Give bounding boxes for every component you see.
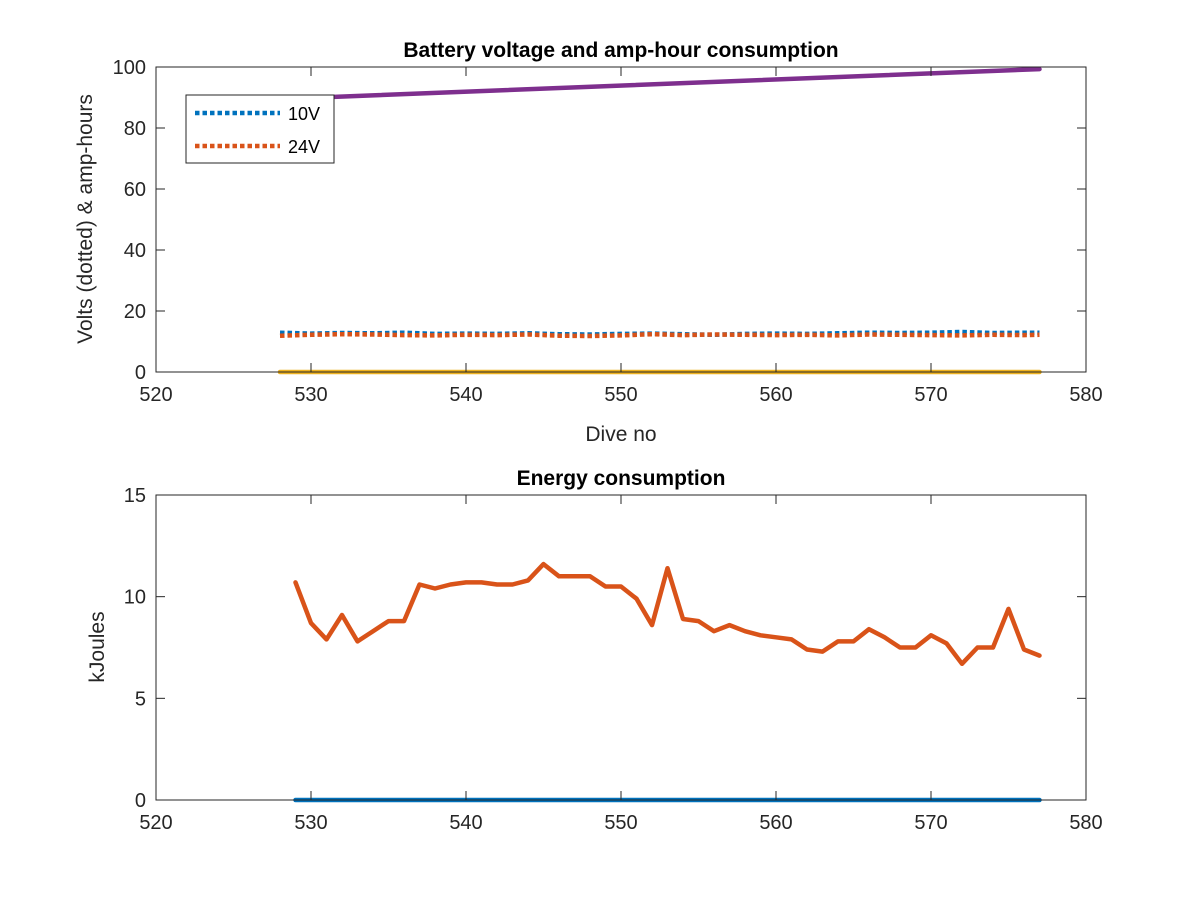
energy-y-tick-label: 15: [124, 485, 146, 507]
energy-x-tick-label: 560: [759, 812, 792, 834]
battery-chart-title: Battery voltage and amp-hour consumption: [403, 39, 838, 62]
battery-x-tick-label: 560: [759, 384, 792, 406]
energy-x-tick-label: 580: [1069, 812, 1102, 834]
legend-box: [185, 94, 335, 164]
energy-y-tick-label: 5: [135, 688, 146, 710]
energy-y-tick-label: 0: [135, 790, 146, 812]
energy-x-tick-label: 550: [604, 812, 637, 834]
energy-x-tick-label: 530: [294, 812, 327, 834]
battery-series-line-3: [277, 66, 1042, 102]
energy-y-axis-label: kJoules: [86, 611, 109, 682]
battery-series-line-1: [279, 331, 1040, 339]
battery-y-tick-label: 40: [124, 240, 146, 262]
energy-x-tick-label: 520: [139, 812, 172, 834]
energy-series-line-0: [293, 561, 1042, 667]
battery-y-tick-label: 100: [113, 57, 146, 79]
battery-x-tick-label: 550: [604, 384, 637, 406]
battery-y-tick-label: 20: [124, 301, 146, 323]
energy-ticks: 520 530 540 550 560 570 580 0 5 10 15: [124, 485, 1103, 834]
battery-y-tick-label: 80: [124, 118, 146, 140]
energy-chart-title: Energy consumption: [517, 467, 726, 490]
energy-plot-area: [156, 495, 1086, 800]
battery-y-tick-label: 0: [135, 362, 146, 384]
battery-x-tick-label: 540: [449, 384, 482, 406]
battery-x-tick-label: 570: [914, 384, 947, 406]
energy-x-tick-label: 570: [914, 812, 947, 834]
battery-axes: 520 530 540 550 560 570 580 0 20 40 60 80 100 Batter…: [74, 39, 1103, 446]
legend: 10V 24V: [185, 94, 335, 164]
battery-x-tick-label: 580: [1069, 384, 1102, 406]
battery-y-axis-label: Volts (dotted) & amp-hours: [74, 94, 97, 344]
battery-x-tick-label: 530: [294, 384, 327, 406]
energy-axes: 520 530 540 550 560 570 580 0 5 10 15 Energy consu…: [86, 467, 1103, 834]
legend-label-10v: 10V: [288, 104, 320, 124]
battery-x-tick-label: 520: [139, 384, 172, 406]
battery-ticks: 520 530 540 550 560 570 580 0 20 40 60 80 100: [113, 57, 1103, 406]
battery-y-tick-label: 60: [124, 179, 146, 201]
energy-x-tick-label: 540: [449, 812, 482, 834]
legend-label-24v: 24V: [288, 137, 320, 157]
energy-y-tick-label: 10: [124, 587, 146, 609]
battery-x-axis-label: Dive no: [585, 423, 656, 446]
